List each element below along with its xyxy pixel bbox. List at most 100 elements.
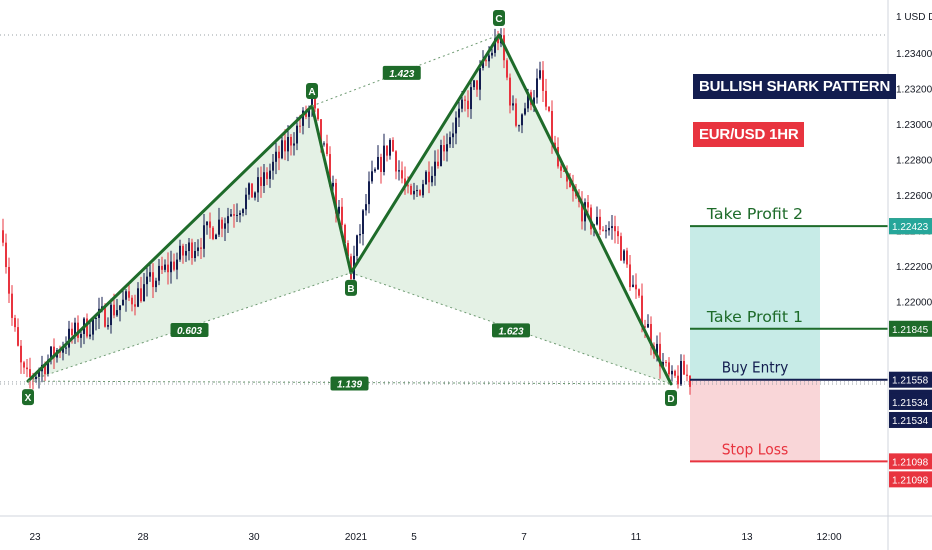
candle-body	[278, 151, 280, 159]
pair-timeframe-label: EUR/USD 1HR	[693, 122, 805, 147]
level-label-1: Take Profit 1	[706, 308, 803, 326]
triangle-bcd	[351, 35, 671, 384]
candle-body	[386, 145, 388, 156]
candle-body	[254, 192, 256, 198]
candle-body	[326, 143, 328, 155]
candle-body	[239, 213, 241, 215]
leg-ab	[310, 104, 353, 275]
candle-body	[188, 242, 190, 252]
candle-body	[272, 161, 274, 171]
candle-body	[617, 231, 619, 237]
candle-body	[635, 284, 637, 290]
svg-text:1.21534: 1.21534	[892, 416, 929, 427]
candle-body	[134, 304, 136, 307]
candle-body	[560, 166, 562, 171]
candle-body	[194, 250, 196, 259]
candle-body	[5, 242, 7, 268]
point-label-c: C	[493, 10, 505, 26]
candle-body	[65, 347, 67, 349]
candle-body	[344, 224, 346, 244]
candle-body	[314, 97, 316, 109]
candle-body	[638, 289, 640, 296]
candle-body	[515, 103, 517, 126]
candle-body	[650, 324, 652, 346]
svg-text:D: D	[667, 394, 674, 405]
candle-body	[458, 108, 460, 118]
candle-body	[197, 247, 199, 251]
candle-body	[14, 317, 16, 328]
candle-body	[230, 214, 232, 217]
ratio-badge-xb: 0.603	[170, 322, 209, 337]
candle-body	[215, 234, 217, 240]
time-tick-label: 28	[137, 532, 149, 543]
svg-text:A: A	[308, 87, 315, 98]
candle-body	[200, 247, 202, 249]
candle-body	[191, 242, 193, 259]
candle-body	[110, 304, 112, 326]
candle-body	[341, 206, 343, 225]
candle-body	[221, 219, 223, 229]
extra-price-tag-3: 1.21534	[889, 411, 932, 428]
candle-body	[644, 326, 646, 328]
candle-body	[269, 170, 271, 179]
candle-body	[206, 221, 208, 226]
candle-body	[419, 190, 421, 196]
candle-body	[668, 362, 670, 375]
candle-body	[260, 177, 262, 186]
candle-body	[362, 210, 364, 234]
candle-body	[224, 223, 226, 229]
candle-body	[179, 245, 181, 260]
candle-body	[71, 328, 73, 336]
level-price-tag-2: 1.21558	[889, 371, 932, 388]
candle-body	[539, 70, 541, 79]
price-tick-label: 1.22800	[896, 155, 932, 166]
candle-body	[233, 214, 235, 216]
candle-body	[671, 370, 673, 375]
candle-body	[476, 80, 478, 90]
candle-body	[245, 194, 247, 210]
candle-body	[629, 264, 631, 288]
candle-body	[212, 227, 214, 240]
leg-cd	[497, 33, 673, 386]
candle-body	[608, 228, 610, 231]
svg-text:1.21558: 1.21558	[892, 376, 929, 387]
candle-body	[365, 204, 367, 211]
level-label-2: Buy Entry	[722, 359, 789, 377]
price-tick-label: 1.23000	[896, 120, 932, 131]
candle-body	[572, 187, 574, 192]
point-label-d: D	[665, 389, 677, 406]
candle-body	[86, 318, 88, 337]
candle-body	[185, 251, 187, 256]
candle-body	[317, 108, 319, 120]
candle-body	[107, 325, 109, 327]
candle-body	[323, 143, 325, 145]
candle-body	[113, 304, 115, 316]
candle-body	[401, 170, 403, 179]
candle-body	[563, 170, 565, 172]
ratio-badge-bd: 1.623	[492, 323, 530, 338]
candle-body	[680, 360, 682, 385]
candle-body	[50, 346, 52, 360]
candle-body	[128, 291, 130, 298]
svg-text:1.21098: 1.21098	[892, 475, 929, 486]
candle-body	[53, 346, 55, 358]
candle-body	[686, 374, 688, 376]
candle-body	[8, 267, 10, 294]
candle-body	[152, 272, 154, 288]
currency-label: 1 USD D	[896, 12, 932, 23]
candle-body	[23, 362, 25, 368]
svg-text:1.21534: 1.21534	[892, 398, 929, 409]
candle-body	[359, 233, 361, 236]
candle-body	[335, 182, 337, 214]
candle-body	[137, 288, 139, 307]
price-tick-label: 1.22200	[896, 262, 932, 273]
ratio-line-bd	[350, 272, 672, 385]
candle-body	[119, 305, 121, 311]
candle-body	[677, 375, 679, 385]
time-tick-label: 13	[741, 532, 753, 543]
candle-body	[467, 100, 469, 110]
candle-body	[155, 280, 157, 288]
candle-body	[551, 111, 553, 143]
candle-body	[566, 171, 568, 182]
